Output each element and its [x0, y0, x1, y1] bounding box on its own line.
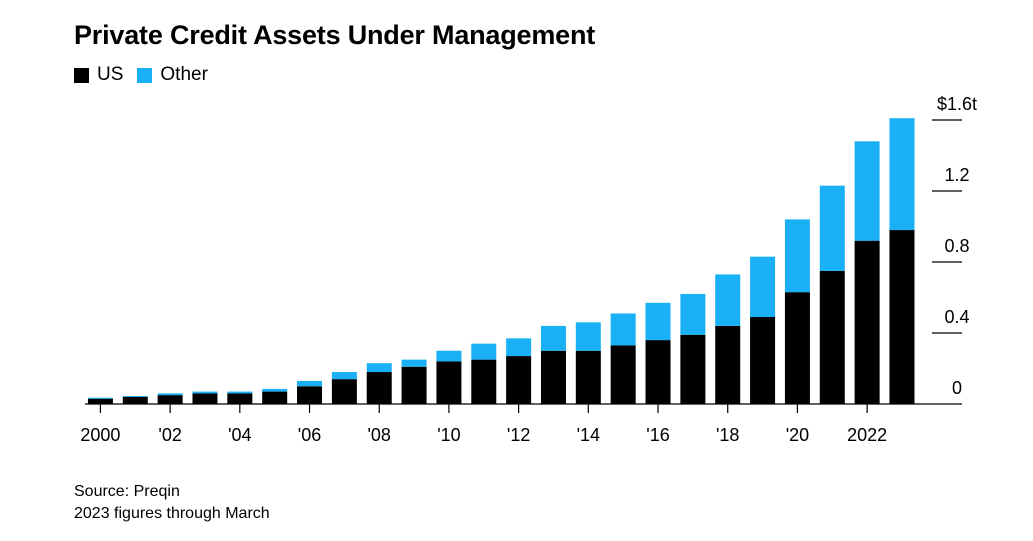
bar-other-2017 [680, 293, 706, 335]
bar-other-2001 [122, 396, 148, 397]
x-tick-label: 2022 [847, 425, 887, 445]
legend-swatch-us [74, 67, 89, 83]
bar-us-2018 [715, 325, 741, 404]
bar-other-2000 [87, 397, 113, 399]
x-tick-label: '12 [507, 425, 530, 445]
bar-us-2005 [262, 391, 288, 404]
legend-label-other: Other [160, 64, 208, 85]
bar-us-2002 [157, 395, 183, 404]
y-tick-label: $1.6t [937, 94, 977, 114]
bar-other-2019 [750, 256, 776, 318]
x-tick-label: '02 [158, 425, 181, 445]
bar-other-2014 [575, 322, 601, 351]
bar-us-2000 [87, 398, 113, 404]
x-tick-label: '04 [228, 425, 251, 445]
bar-other-2020 [784, 219, 810, 293]
bar-other-2004 [227, 391, 253, 394]
source-note: Source: Preqin [74, 483, 180, 500]
y-tick-label: 1.2 [944, 165, 969, 185]
bar-us-2009 [401, 366, 427, 404]
bar-other-2010 [436, 350, 462, 362]
x-tick-label: '06 [298, 425, 321, 445]
bar-us-2006 [297, 386, 323, 404]
bar-us-2011 [471, 359, 497, 404]
bar-us-2020 [784, 292, 810, 404]
bar-other-2012 [506, 338, 532, 357]
bar-other-2005 [262, 388, 288, 392]
bar-other-2002 [157, 393, 183, 396]
bar-other-2013 [540, 325, 566, 351]
bar-us-2010 [436, 361, 462, 404]
bar-other-2008 [366, 363, 392, 373]
y-tick-label: 0 [952, 378, 962, 398]
chart-title: Private Credit Assets Under Management [74, 20, 596, 50]
x-tick-label: '08 [367, 425, 390, 445]
x-tick-label: '20 [786, 425, 809, 445]
bar-other-2003 [192, 391, 218, 394]
legend-swatch-other [137, 67, 153, 83]
bar-us-2017 [680, 334, 706, 404]
bar-us-2016 [645, 340, 671, 404]
bar-us-2015 [610, 345, 636, 404]
legend: US Other [74, 64, 222, 86]
bar-other-2006 [297, 380, 323, 387]
y-tick-label: 0.4 [944, 307, 969, 327]
x-tick-label: '14 [577, 425, 600, 445]
bar-other-2022 [854, 141, 880, 241]
legend-item-us: US [74, 64, 123, 86]
bar-us-2004 [227, 393, 253, 404]
bar-us-2022 [854, 240, 880, 404]
x-tick-label: '10 [437, 425, 460, 445]
bar-other-2015 [610, 313, 636, 346]
bar-us-2014 [575, 350, 601, 404]
bar-us-2003 [192, 393, 218, 404]
y-tick-label: 0.8 [944, 236, 969, 256]
bar-us-2007 [331, 379, 357, 404]
bar-other-2021 [819, 185, 845, 271]
bar-other-2007 [331, 372, 357, 380]
data-note: 2023 figures through March [74, 505, 270, 522]
x-tick-label: '16 [646, 425, 669, 445]
bar-other-2016 [645, 302, 671, 341]
bar-us-2008 [366, 372, 392, 404]
bar-other-2009 [401, 359, 427, 367]
bar-us-2021 [819, 270, 845, 404]
bar-us-2023 [889, 230, 915, 404]
bar-other-2011 [471, 343, 497, 360]
bar-us-2001 [122, 396, 148, 404]
x-tick-label: '18 [716, 425, 739, 445]
footer: Source: Preqin 2023 figures through Marc… [74, 481, 270, 525]
x-tick-label: 2000 [80, 425, 120, 445]
bar-us-2012 [506, 356, 532, 404]
bar-other-2018 [715, 274, 741, 326]
bar-us-2019 [750, 317, 776, 404]
bar-other-2023 [889, 118, 915, 231]
bar-us-2013 [540, 350, 566, 404]
legend-item-other: Other [137, 64, 208, 86]
legend-label-us: US [97, 64, 124, 85]
